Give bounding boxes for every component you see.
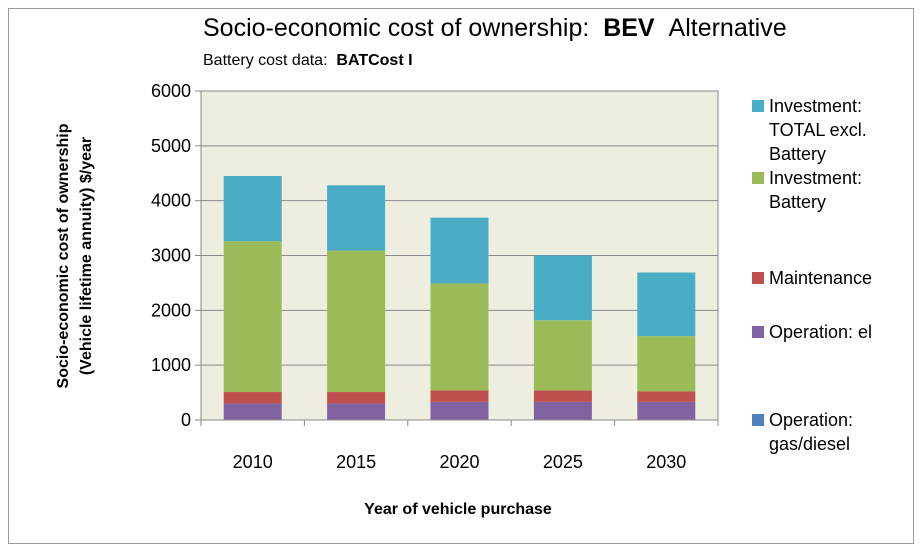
y-tick-label: 6000 <box>151 81 191 101</box>
legend-label: Battery <box>769 192 826 212</box>
bar-segment-2015-2 <box>327 392 386 404</box>
chart-title-bold: BEV <box>603 14 655 42</box>
y-axis-label-line1: Socio-economic cost of ownership <box>55 123 72 388</box>
x-tick-label: 2020 <box>439 452 479 472</box>
bar-segment-2030-1 <box>637 401 696 420</box>
bar-segment-2015-3 <box>327 250 386 393</box>
bar-segment-2020-1 <box>430 401 489 420</box>
legend-label: Battery <box>769 144 826 164</box>
bar-segment-2010-3 <box>223 241 282 393</box>
legend-swatch <box>752 272 764 284</box>
legend-swatch <box>752 326 764 338</box>
x-tick-label: 2025 <box>543 452 583 472</box>
bar-segment-2030-3 <box>637 336 696 392</box>
bar-segment-2015-1 <box>327 403 386 420</box>
x-tick-label: 2015 <box>336 452 376 472</box>
y-tick-label: 2000 <box>151 300 191 320</box>
bar-segment-2025-4 <box>533 255 592 321</box>
y-tick-label: 3000 <box>151 246 191 266</box>
bar-segment-2025-2 <box>533 390 592 402</box>
bar-segment-2015-4 <box>327 185 386 251</box>
legend-label: TOTAL excl. <box>769 120 867 140</box>
legend-label: Investment: <box>769 168 862 188</box>
legend-label: gas/diesel <box>769 434 850 454</box>
legend-swatch <box>752 414 764 426</box>
legend-label: Operation: <box>769 410 853 430</box>
y-tick-label: 5000 <box>151 136 191 156</box>
legend-swatch <box>752 100 764 112</box>
bar-segment-2025-1 <box>533 401 592 420</box>
bar-segment-2020-4 <box>430 217 489 284</box>
chart-subtitle: Battery cost data: BATCost I <box>203 52 413 69</box>
legend-label: Operation: el <box>769 322 872 342</box>
bar-segment-2010-2 <box>223 392 282 404</box>
x-tick-label: 2030 <box>646 452 686 472</box>
bar-segment-2010-1 <box>223 403 282 420</box>
legend-label: Maintenance <box>769 268 872 288</box>
bar-segment-2030-4 <box>637 272 696 337</box>
y-tick-label: 1000 <box>151 355 191 375</box>
x-axis-label: Year of vehicle purchase <box>364 501 552 518</box>
y-tick-label: 4000 <box>151 191 191 211</box>
legend-swatch <box>752 172 764 184</box>
legend-label: Investment: <box>769 96 862 116</box>
y-axis-label-line2: (Vehicle lifetime annuity) $/year <box>78 137 95 375</box>
bar-segment-2020-3 <box>430 283 489 391</box>
y-tick-label: 0 <box>181 410 191 430</box>
x-tick-label: 2010 <box>233 452 273 472</box>
chart-title: Socio-economic cost of ownership: BEV Al… <box>203 14 787 42</box>
bar-segment-2025-3 <box>533 320 592 391</box>
chart-subtitle-bold: BATCost I <box>336 52 413 69</box>
bar-segment-2030-2 <box>637 391 696 402</box>
bar-segment-2010-4 <box>223 175 282 242</box>
bar-segment-2020-2 <box>430 390 489 402</box>
